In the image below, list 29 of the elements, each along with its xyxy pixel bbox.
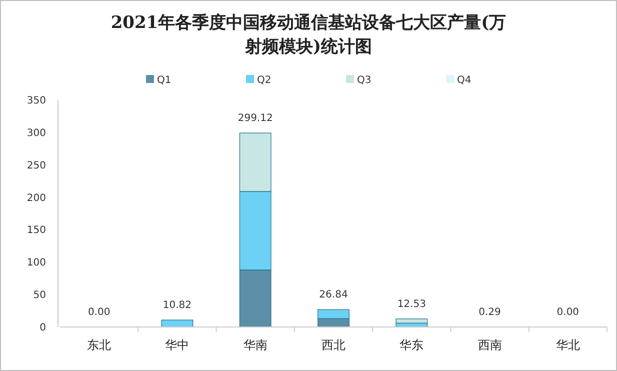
x-tick-label: 华中 [165, 338, 190, 352]
legend-label: Q3 [357, 75, 372, 86]
bar [161, 320, 194, 328]
total-label: 12.53 [397, 298, 426, 310]
y-tick-label: 250 [26, 160, 46, 172]
total-label: 26.84 [319, 290, 348, 301]
x-tick-label: 东北 [87, 338, 112, 352]
total-label: 0.00 [556, 307, 580, 318]
legend-label: Q4 [457, 75, 472, 86]
total-label: 0.29 [478, 306, 501, 318]
y-tick-label: 0 [40, 322, 46, 334]
legend-label: Q2 [257, 75, 272, 86]
y-tick-label: 200 [26, 192, 46, 204]
y-tick-label: 350 [26, 96, 46, 106]
chart-title: 2021年各季度中国移动通信基站设备七大区产量(万射频模块)统计图 [110, 13, 506, 57]
total-label: 10.82 [162, 300, 192, 311]
y-tick-label: 50 [33, 290, 46, 302]
y-tick-label: 300 [26, 128, 46, 139]
total-label: 0.00 [88, 307, 110, 318]
bar [396, 318, 428, 324]
legend-label: Q1 [157, 75, 172, 86]
x-tick-label: 华南 [243, 338, 268, 352]
total-label: 299.12 [238, 113, 273, 124]
y-tick-label: 100 [26, 258, 46, 269]
x-tick-label: 西北 [322, 338, 346, 352]
x-tick-label: 华北 [556, 338, 580, 352]
x-tick-label: 西南 [478, 338, 502, 352]
x-tick-label: 华东 [400, 338, 424, 352]
y-tick-label: 150 [26, 225, 46, 236]
